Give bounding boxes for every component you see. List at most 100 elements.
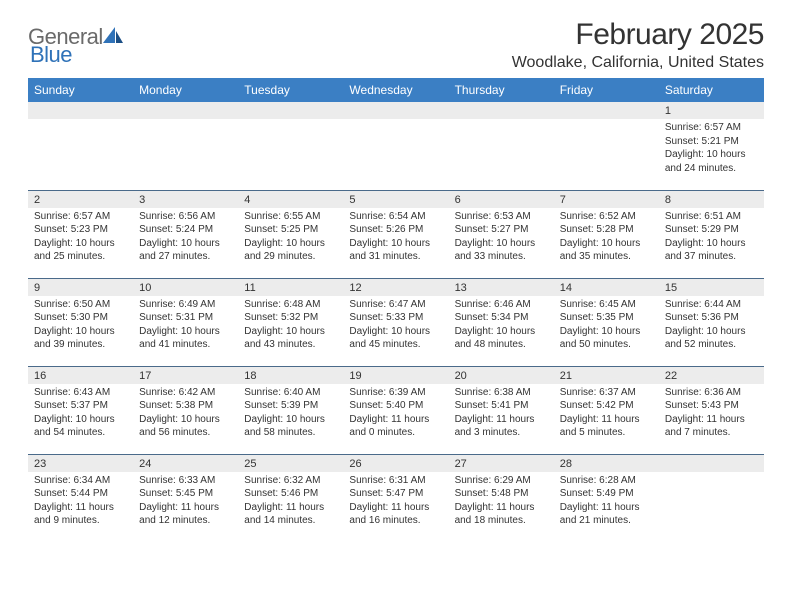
- calendar-cell: [238, 102, 343, 190]
- calendar-cell: 24Sunrise: 6:33 AMSunset: 5:45 PMDayligh…: [133, 454, 238, 542]
- daylight-line: Daylight: 11 hours and 3 minutes.: [455, 413, 548, 440]
- calendar-cell: 6Sunrise: 6:53 AMSunset: 5:27 PMDaylight…: [449, 190, 554, 278]
- location-line: Woodlake, California, United States: [512, 54, 764, 72]
- day-data: Sunrise: 6:37 AMSunset: 5:42 PMDaylight:…: [554, 384, 659, 444]
- day-number: 10: [133, 279, 238, 296]
- daylight-line: Daylight: 10 hours and 29 minutes.: [244, 237, 337, 264]
- calendar-cell: 28Sunrise: 6:28 AMSunset: 5:49 PMDayligh…: [554, 454, 659, 542]
- sunrise-line: Sunrise: 6:43 AM: [34, 386, 127, 400]
- daylight-line: Daylight: 10 hours and 24 minutes.: [665, 148, 758, 175]
- day-data: Sunrise: 6:38 AMSunset: 5:41 PMDaylight:…: [449, 384, 554, 444]
- sunset-line: Sunset: 5:41 PM: [455, 399, 548, 413]
- logo-sail-icon: [101, 25, 125, 50]
- day-header: Monday: [133, 78, 238, 102]
- daylight-line: Daylight: 11 hours and 9 minutes.: [34, 501, 127, 528]
- day-data: Sunrise: 6:57 AMSunset: 5:21 PMDaylight:…: [659, 119, 764, 179]
- daylight-line: Daylight: 11 hours and 12 minutes.: [139, 501, 232, 528]
- day-data: Sunrise: 6:31 AMSunset: 5:47 PMDaylight:…: [343, 472, 448, 532]
- sunrise-line: Sunrise: 6:51 AM: [665, 210, 758, 224]
- calendar-cell: 7Sunrise: 6:52 AMSunset: 5:28 PMDaylight…: [554, 190, 659, 278]
- day-data: Sunrise: 6:45 AMSunset: 5:35 PMDaylight:…: [554, 296, 659, 356]
- sunrise-line: Sunrise: 6:38 AM: [455, 386, 548, 400]
- logo-word-blue: Blue: [30, 42, 72, 67]
- calendar-cell: 14Sunrise: 6:45 AMSunset: 5:35 PMDayligh…: [554, 278, 659, 366]
- sunset-line: Sunset: 5:33 PM: [349, 311, 442, 325]
- day-data: Sunrise: 6:54 AMSunset: 5:26 PMDaylight:…: [343, 208, 448, 268]
- daylight-line: Daylight: 11 hours and 16 minutes.: [349, 501, 442, 528]
- sunrise-line: Sunrise: 6:33 AM: [139, 474, 232, 488]
- calendar-cell: 8 Sunrise: 6:51 AMSunset: 5:29 PMDaylight…: [659, 190, 764, 278]
- daylight-line: Daylight: 10 hours and 45 minutes.: [349, 325, 442, 352]
- day-number: 13: [449, 279, 554, 296]
- day-data: Sunrise: 6:47 AMSunset: 5:33 PMDaylight:…: [343, 296, 448, 356]
- calendar-cell: 20Sunrise: 6:38 AMSunset: 5:41 PMDayligh…: [449, 366, 554, 454]
- sunrise-line: Sunrise: 6:29 AM: [455, 474, 548, 488]
- daylight-line: Daylight: 11 hours and 7 minutes.: [665, 413, 758, 440]
- calendar-cell: 19Sunrise: 6:39 AMSunset: 5:40 PMDayligh…: [343, 366, 448, 454]
- day-data: Sunrise: 6:49 AMSunset: 5:31 PMDaylight:…: [133, 296, 238, 356]
- day-number: 11: [238, 279, 343, 296]
- sunrise-line: Sunrise: 6:32 AM: [244, 474, 337, 488]
- day-header: Tuesday: [238, 78, 343, 102]
- day-data: Sunrise: 6:29 AMSunset: 5:48 PMDaylight:…: [449, 472, 554, 532]
- sunrise-line: Sunrise: 6:57 AM: [34, 210, 127, 224]
- calendar-cell: 4Sunrise: 6:55 AMSunset: 5:25 PMDaylight…: [238, 190, 343, 278]
- day-data: Sunrise: 6:50 AMSunset: 5:30 PMDaylight:…: [28, 296, 133, 356]
- sunset-line: Sunset: 5:43 PM: [665, 399, 758, 413]
- day-data: Sunrise: 6:40 AMSunset: 5:39 PMDaylight:…: [238, 384, 343, 444]
- day-number: 25: [238, 455, 343, 472]
- day-data: Sunrise: 6:57 AMSunset: 5:23 PMDaylight:…: [28, 208, 133, 268]
- calendar-cell: 11Sunrise: 6:48 AMSunset: 5:32 PMDayligh…: [238, 278, 343, 366]
- sunrise-line: Sunrise: 6:53 AM: [455, 210, 548, 224]
- month-title: February 2025: [512, 18, 764, 52]
- day-number: 23: [28, 455, 133, 472]
- sunset-line: Sunset: 5:24 PM: [139, 223, 232, 237]
- calendar-table: SundayMondayTuesdayWednesdayThursdayFrid…: [28, 78, 764, 542]
- sunset-line: Sunset: 5:28 PM: [560, 223, 653, 237]
- sunset-line: Sunset: 5:40 PM: [349, 399, 442, 413]
- sunrise-line: Sunrise: 6:40 AM: [244, 386, 337, 400]
- sunrise-line: Sunrise: 6:49 AM: [139, 298, 232, 312]
- day-data: Sunrise: 6:34 AMSunset: 5:44 PMDaylight:…: [28, 472, 133, 532]
- calendar-body: 1Sunrise: 6:57 AMSunset: 5:21 PMDaylight…: [28, 102, 764, 542]
- day-number: 26: [343, 455, 448, 472]
- sunset-line: Sunset: 5:38 PM: [139, 399, 232, 413]
- page-header: General February 2025 Woodlake, Californ…: [28, 18, 764, 72]
- day-data: Sunrise: 6:44 AMSunset: 5:36 PMDaylight:…: [659, 296, 764, 356]
- daylight-line: Daylight: 10 hours and 37 minutes.: [665, 237, 758, 264]
- calendar-cell: 13Sunrise: 6:46 AMSunset: 5:34 PMDayligh…: [449, 278, 554, 366]
- day-number: 22: [659, 367, 764, 384]
- sunset-line: Sunset: 5:23 PM: [34, 223, 127, 237]
- daylight-line: Daylight: 11 hours and 5 minutes.: [560, 413, 653, 440]
- calendar-cell: 1Sunrise: 6:57 AMSunset: 5:21 PMDaylight…: [659, 102, 764, 190]
- calendar-cell: 3 Sunrise: 6:56 AMSunset: 5:24 PMDaylight…: [133, 190, 238, 278]
- day-header: Saturday: [659, 78, 764, 102]
- daylight-line: Daylight: 10 hours and 27 minutes.: [139, 237, 232, 264]
- calendar-cell: 5Sunrise: 6:54 AMSunset: 5:26 PMDaylight…: [343, 190, 448, 278]
- daylight-line: Daylight: 10 hours and 31 minutes.: [349, 237, 442, 264]
- sunrise-line: Sunrise: 6:52 AM: [560, 210, 653, 224]
- sunrise-line: Sunrise: 6:46 AM: [455, 298, 548, 312]
- calendar-cell: 23Sunrise: 6:34 AMSunset: 5:44 PMDayligh…: [28, 454, 133, 542]
- sunset-line: Sunset: 5:47 PM: [349, 487, 442, 501]
- sunrise-line: Sunrise: 6:36 AM: [665, 386, 758, 400]
- logo-word-blue-wrap: Blue: [30, 42, 72, 68]
- sunrise-line: Sunrise: 6:28 AM: [560, 474, 653, 488]
- sunset-line: Sunset: 5:31 PM: [139, 311, 232, 325]
- sunset-line: Sunset: 5:26 PM: [349, 223, 442, 237]
- day-number: 19: [343, 367, 448, 384]
- calendar-cell: [449, 102, 554, 190]
- sunset-line: Sunset: 5:29 PM: [665, 223, 758, 237]
- sunrise-line: Sunrise: 6:42 AM: [139, 386, 232, 400]
- day-number: 9: [28, 279, 133, 296]
- sunset-line: Sunset: 5:42 PM: [560, 399, 653, 413]
- day-number: 8: [659, 191, 764, 208]
- sunrise-line: Sunrise: 6:56 AM: [139, 210, 232, 224]
- day-data: Sunrise: 6:55 AMSunset: 5:25 PMDaylight:…: [238, 208, 343, 268]
- day-number: 3: [133, 191, 238, 208]
- day-number: 7: [554, 191, 659, 208]
- sunrise-line: Sunrise: 6:34 AM: [34, 474, 127, 488]
- day-number: 5: [343, 191, 448, 208]
- sunset-line: Sunset: 5:25 PM: [244, 223, 337, 237]
- day-number: 28: [554, 455, 659, 472]
